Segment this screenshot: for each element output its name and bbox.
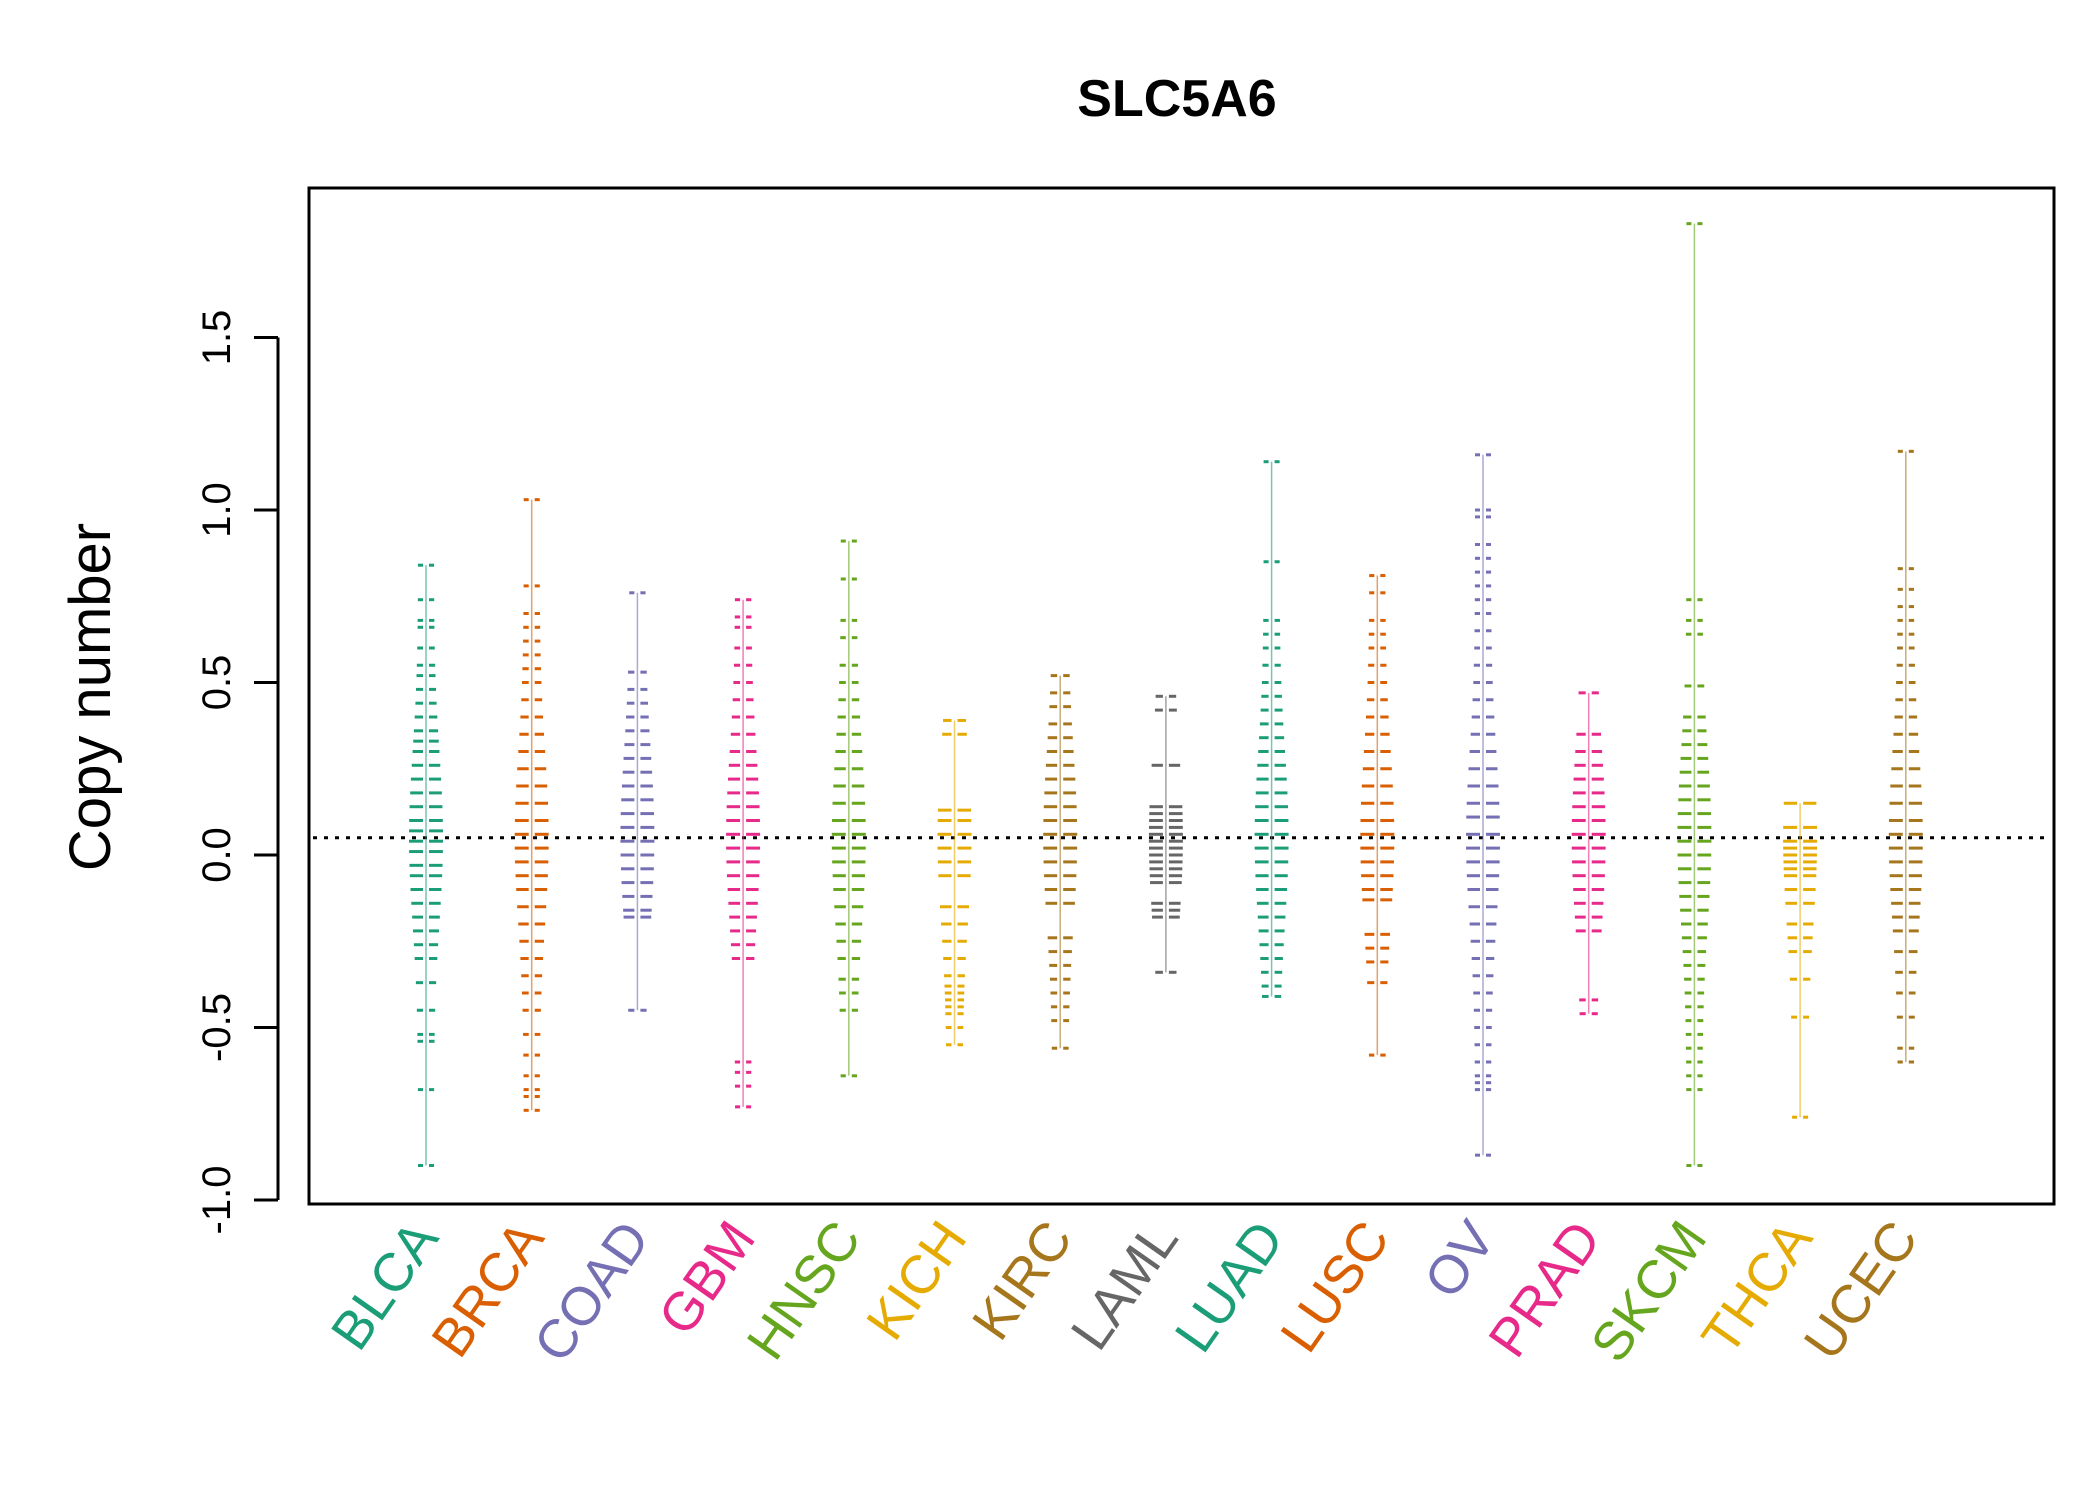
data-marks [409,222,1923,1167]
series-thca [1783,801,1818,1119]
y-tick-label: 1.0 [195,482,239,538]
series-kich [937,718,972,1047]
y-tick-label: 0.0 [195,827,239,883]
plot-frame [307,186,2056,1206]
x-category-label: COAD [523,1210,662,1372]
series-gbm [726,598,761,1109]
series-luad [1254,460,1289,998]
y-tick-label: 0.5 [195,655,239,711]
x-category-label: OV [1413,1210,1507,1308]
series-coad [620,591,655,1012]
series-brca [514,498,549,1112]
x-category-label: UCEC [1793,1210,1930,1370]
series-ucec [1888,449,1923,1064]
x-category-label: HNSC [736,1210,873,1370]
x-category-label: KICH [855,1210,978,1350]
x-category-label: LAML [1060,1210,1190,1360]
series-blca [409,563,443,1167]
series-ov [1466,453,1500,1157]
series-prad [1571,691,1606,1016]
x-category-label: SKCM [1580,1210,1719,1372]
series-laml [1148,694,1183,974]
x-category-label: LUAD [1164,1210,1296,1362]
chart-title: SLC5A6 [1077,70,1276,128]
series-hnsc [831,539,866,1078]
y-tick-label: 1.5 [195,310,239,366]
y-axis-label: Copy number [58,523,123,871]
series-skcm [1677,222,1712,1167]
x-category-label: LUSC [1269,1210,1401,1362]
y-tick-label: -0.5 [195,993,239,1062]
y-axis: -1.0 -0.5 0.0 0.5 1.0 1.5 [195,310,280,1235]
series-lusc [1360,574,1395,1057]
series-kirc [1043,674,1078,1050]
y-tick-label: -1.0 [195,1166,239,1235]
